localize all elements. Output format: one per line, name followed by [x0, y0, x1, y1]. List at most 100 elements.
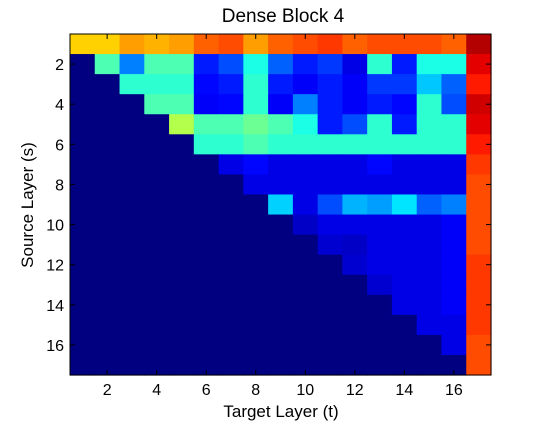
- heatmap-cell: [416, 154, 443, 176]
- heatmap-cell: [144, 54, 170, 75]
- heatmap-cell: [466, 234, 492, 256]
- heatmap-cell: [218, 354, 244, 376]
- heatmap-cell: [268, 94, 294, 115]
- heatmap-cell: [218, 314, 244, 336]
- heatmap-cell: [193, 334, 220, 356]
- heatmap-cell: [169, 254, 195, 276]
- heatmap-cell: [94, 154, 121, 176]
- heatmap-cell: [268, 314, 294, 336]
- heatmap-cell: [441, 354, 467, 376]
- heatmap-cell: [218, 134, 244, 155]
- heatmap-cell: [342, 194, 368, 216]
- heatmap-cell: [292, 254, 319, 276]
- heatmap-cell: [119, 34, 145, 55]
- heatmap-cell: [441, 214, 467, 236]
- heatmap-cell: [70, 174, 96, 196]
- heatmap-cell: [367, 114, 393, 135]
- heatmap-cell: [367, 294, 393, 316]
- heatmap-cell: [94, 174, 121, 196]
- heatmap-cell: [119, 134, 145, 155]
- heatmap-cell: [441, 174, 467, 196]
- heatmap-cell: [218, 154, 244, 176]
- heatmap-cell: [70, 334, 96, 356]
- y-tick-label: 4: [55, 97, 64, 114]
- heatmap-cell: [416, 54, 443, 75]
- heatmap-cell: [94, 194, 121, 216]
- heatmap-cell: [391, 194, 418, 216]
- y-axis-ticks: 2 4 6 8 10 12 14 16: [46, 57, 491, 355]
- heatmap-cell: [94, 134, 121, 155]
- heatmap-cell: [193, 254, 220, 276]
- heatmap-cell: [466, 254, 492, 276]
- heatmap-cell: [391, 34, 418, 55]
- heatmap-cell: [70, 34, 96, 55]
- heatmap-cell: [243, 74, 269, 95]
- heatmap-cell: [391, 274, 418, 296]
- heatmap-cell: [70, 354, 96, 376]
- heatmap-cell: [317, 174, 344, 196]
- heatmap-cell: [218, 54, 244, 75]
- heatmap-cell: [243, 154, 269, 176]
- heatmap-cell: [342, 354, 368, 376]
- heatmap-cell: [367, 354, 393, 376]
- heatmap-cell: [169, 214, 195, 236]
- heatmap-cell: [144, 114, 170, 135]
- heatmap-cell: [391, 214, 418, 236]
- heatmap-cell: [70, 114, 96, 135]
- heatmap-cell: [193, 294, 220, 316]
- heatmap-cell: [416, 254, 443, 276]
- heatmap-cell: [193, 134, 220, 155]
- heatmap-cell: [466, 134, 492, 155]
- heatmap-cell: [268, 354, 294, 376]
- heatmap-cell: [441, 114, 467, 135]
- heatmap-cell: [268, 174, 294, 196]
- heatmap-cell: [144, 314, 170, 336]
- heatmap-cell: [119, 334, 145, 356]
- heatmap-cell: [94, 334, 121, 356]
- heatmap-cell: [70, 234, 96, 256]
- heatmap-cell: [218, 114, 244, 135]
- heatmap-cell: [466, 114, 492, 135]
- heatmap-cell: [169, 34, 195, 55]
- heatmap-cell: [416, 234, 443, 256]
- heatmap-cell: [193, 354, 220, 376]
- heatmap-cell: [119, 314, 145, 336]
- x-tick-label: 8: [251, 382, 260, 399]
- heatmap-cell: [193, 54, 220, 75]
- heatmap-cell: [268, 294, 294, 316]
- heatmap-cell: [367, 134, 393, 155]
- heatmap-cell: [144, 354, 170, 376]
- x-tick-label: 6: [202, 382, 211, 399]
- heatmap-cell: [144, 154, 170, 176]
- heatmap-cell: [416, 94, 443, 115]
- heatmap-cell: [144, 294, 170, 316]
- heatmap-cell: [441, 94, 467, 115]
- heatmap-cell: [169, 94, 195, 115]
- heatmap-cell: [416, 214, 443, 236]
- heatmap-cell: [169, 74, 195, 95]
- heatmap-cell: [367, 94, 393, 115]
- heatmap-cell: [317, 74, 344, 95]
- heatmap-cell: [416, 114, 443, 135]
- heatmap-cell: [218, 74, 244, 95]
- heatmap-cell: [218, 194, 244, 216]
- heatmap-cell: [441, 274, 467, 296]
- heatmap-cell: [466, 74, 492, 95]
- heatmap-cell: [144, 254, 170, 276]
- heatmap-cell: [218, 214, 244, 236]
- heatmap-cell: [391, 334, 418, 356]
- heatmap-cell: [94, 214, 121, 236]
- x-tick-label: 16: [445, 382, 463, 399]
- heatmap-cell: [317, 94, 344, 115]
- heatmap-cell: [367, 214, 393, 236]
- heatmap-cell: [94, 54, 121, 75]
- heatmap-cell: [193, 214, 220, 236]
- heatmap-cell: [367, 34, 393, 55]
- heatmap-cell: [70, 314, 96, 336]
- heatmap-cell: [193, 114, 220, 135]
- heatmap-cell: [391, 234, 418, 256]
- heatmap-cell: [391, 254, 418, 276]
- heatmap-cell: [466, 34, 492, 55]
- heatmap-cell: [218, 254, 244, 276]
- heatmap-cell: [342, 294, 368, 316]
